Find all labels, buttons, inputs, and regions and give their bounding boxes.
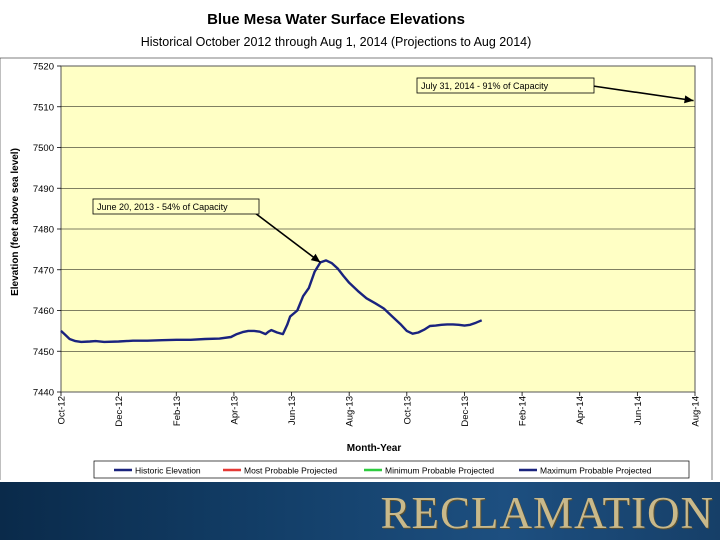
y-axis-label: Elevation (feet above sea level) [10, 148, 21, 296]
annotation-box [92, 198, 260, 215]
legend-label: Minimum Probable Projected [385, 466, 494, 476]
chart: 7440 7450 7460 7470 7480 7490 7500 7510 7520 Oct… [0, 57, 713, 480]
y-tick-label: 7450 [33, 347, 54, 358]
legend-label: Historic Elevation [135, 466, 201, 476]
legend-label: Most Probable Projected [244, 466, 337, 476]
series-line-historic-elevation [60, 259, 483, 344]
x-tick-label: Oct-12 [57, 396, 68, 425]
x-tick-label: Apr-14 [575, 396, 586, 425]
x-tick-label: Aug-13 [345, 396, 356, 427]
legend-box [93, 460, 690, 479]
x-tick-label: Feb-13 [172, 396, 183, 426]
chart-title: Blue Mesa Water Surface Elevations [207, 11, 465, 28]
y-tick-label: 7470 [33, 265, 54, 276]
reclamation-logo: RECLAMATION [380, 488, 714, 538]
chart-subtitle: Historical October 2012 through Aug 1, 2… [140, 35, 532, 49]
x-tick-label: Aug-14 [691, 396, 702, 427]
y-tick-label: 7440 [33, 388, 54, 399]
legend-label: Maximum Probable Projected [540, 466, 652, 476]
y-tick-label: 7460 [33, 306, 54, 317]
x-tick-label: Dec-13 [460, 396, 471, 427]
y-tick-label: 7500 [33, 143, 54, 154]
annotation-label: July 31, 2014 - 91% of Capacity [421, 81, 549, 91]
y-tick-label: 7510 [33, 102, 54, 113]
x-tick-label: Feb-14 [518, 396, 529, 426]
footer-bar [0, 482, 720, 540]
y-tick-label: 7480 [33, 225, 54, 236]
x-axis-label: Month-Year [347, 443, 402, 454]
y-tick-label: 7520 [33, 62, 54, 73]
y-tick-label: 7490 [33, 184, 54, 195]
annotation-box [416, 77, 595, 94]
annotation-arrow [254, 212, 321, 264]
annotation-arrowhead [684, 95, 694, 104]
x-tick-label: Jun-14 [633, 396, 644, 425]
x-tick-label: Dec-12 [114, 396, 125, 427]
x-tick-label: Apr-13 [229, 396, 240, 425]
x-tick-label: Jun-13 [287, 396, 298, 425]
annotation-arrowhead [310, 253, 321, 263]
annotation-label: June 20, 2013 - 54% of Capacity [97, 202, 228, 212]
annotation-arrow [592, 85, 694, 102]
x-tick-label: Oct-13 [402, 396, 413, 425]
